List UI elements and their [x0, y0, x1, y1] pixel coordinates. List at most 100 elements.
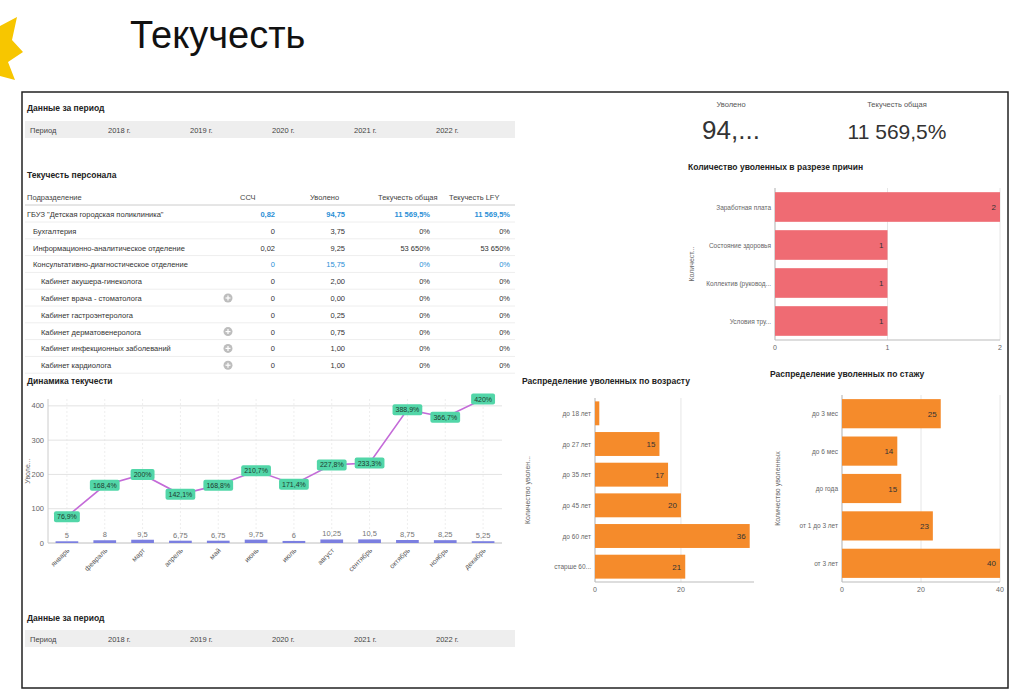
plot-marks	[595, 401, 750, 578]
bar	[207, 541, 230, 543]
data-label: 40	[987, 559, 996, 568]
tick-label: 20	[917, 586, 925, 593]
data-label: 1	[879, 241, 884, 250]
data-label: 233,3%	[358, 460, 382, 467]
bar	[595, 401, 599, 425]
category-label: июль	[281, 547, 298, 564]
category-label: октябрь	[388, 547, 412, 571]
data-label: 366,7%	[433, 414, 457, 421]
data-label: 9,75	[249, 530, 264, 539]
cell-value: 0%	[499, 227, 510, 236]
grid-line-vertical	[180, 399, 181, 543]
cell-value: 0	[271, 227, 275, 236]
data-label-box	[430, 412, 460, 423]
expand-icon[interactable]	[224, 361, 233, 370]
bar	[842, 511, 933, 540]
row-rule	[25, 289, 515, 290]
data-label: 15	[888, 485, 897, 494]
data-label-box	[166, 489, 196, 500]
category-label: ноябрь	[428, 547, 450, 569]
category-label: февраль	[83, 547, 109, 573]
bar	[93, 540, 116, 543]
filter-row	[25, 121, 515, 138]
category-label: до 60 лет	[563, 533, 591, 541]
cell-value: 0	[271, 260, 275, 269]
bar	[595, 493, 681, 517]
tick-label: 20	[677, 586, 685, 593]
cell-value: 0,82	[260, 210, 275, 219]
data-label-box	[131, 469, 155, 480]
row-name: Бухгалтерия	[33, 227, 76, 236]
row-rule	[25, 373, 515, 374]
grid-line	[48, 405, 502, 406]
row-name: Кабинет дерматовенеролога	[41, 328, 142, 337]
data-label: 9,5	[137, 530, 147, 539]
row-name: ГБУЗ "Детская городская поликлиника"	[27, 210, 164, 219]
data-label: 17	[655, 471, 664, 480]
cell-value: 15,75	[326, 260, 345, 269]
category-label: до 18 лет	[563, 410, 591, 418]
data-label: 1	[879, 279, 884, 288]
data-label: 15	[647, 440, 656, 449]
data-label-box	[279, 479, 309, 490]
plot-marks	[56, 399, 495, 543]
table-header: ССЧ	[240, 193, 256, 202]
slide-title: Текучесть	[130, 14, 305, 56]
filter-title: Данные за период	[27, 613, 105, 623]
cell-value: 0	[271, 277, 275, 286]
data-label-box	[471, 394, 495, 405]
filter-option: 2018 г.	[108, 635, 131, 644]
cell-value: 11 569,5%	[395, 210, 431, 219]
row-name: Кабинет кардиолога	[41, 361, 112, 370]
grid-line-vertical	[483, 399, 484, 543]
row-rule	[25, 255, 515, 256]
tick-label: 300	[31, 436, 44, 445]
category-label: Коллектив (руковод...	[706, 280, 771, 288]
row-rule	[25, 222, 515, 223]
bar	[595, 524, 750, 548]
filter-label: Период	[30, 635, 57, 644]
filter-row	[25, 630, 515, 647]
bar	[775, 230, 888, 260]
expand-icon[interactable]	[224, 344, 233, 353]
data-label: 23	[920, 522, 929, 531]
category-label: до 45 лет	[563, 502, 591, 510]
tick-label: 40	[996, 586, 1004, 593]
grid-line-vertical	[218, 399, 219, 543]
x-axis	[595, 582, 754, 583]
filter-option: 2021 г.	[354, 126, 377, 135]
row-name: Консультативно-диагностическое отделение	[33, 260, 188, 269]
expand-icon-bar	[227, 329, 228, 334]
expand-icon[interactable]	[224, 294, 233, 303]
grid-line-vertical	[104, 399, 105, 543]
cell-value: 53 650%	[400, 244, 430, 253]
grid-line	[595, 398, 596, 582]
tick-label: 1	[886, 344, 890, 351]
tick-label: 0	[773, 344, 777, 351]
data-label: 36	[737, 532, 746, 541]
row-name: Кабинет инфекционных заболеваний	[41, 344, 171, 353]
cell-value: 0%	[419, 344, 430, 353]
row-name: Кабинет врача - стоматолога	[41, 294, 143, 303]
grid-line	[48, 440, 502, 441]
cell-value: 0%	[499, 260, 510, 269]
kpi-label: Текучесть общая	[867, 100, 927, 109]
bar	[842, 399, 941, 428]
category-label: от 3 лет	[814, 560, 838, 567]
cell-value: 0%	[499, 311, 510, 320]
tick-label: 0	[40, 539, 44, 548]
filter-option: 2018 г.	[108, 126, 131, 135]
dashboard-frame	[22, 92, 1008, 688]
cell-value: 0%	[499, 361, 510, 370]
tick-label: 0	[840, 586, 844, 593]
expand-icon-bar	[227, 363, 228, 368]
tick-label: 200	[31, 470, 44, 479]
cell-value: 0,00	[330, 294, 345, 303]
category-label: апрель	[163, 547, 185, 569]
expand-icon[interactable]	[224, 327, 233, 336]
y-axis	[48, 399, 49, 543]
cell-value: 9,25	[330, 244, 345, 253]
category-label: декабрь	[463, 547, 488, 572]
cell-value: 3,75	[330, 227, 345, 236]
row-name: Кабинет гастроэнтеролога	[41, 311, 134, 320]
